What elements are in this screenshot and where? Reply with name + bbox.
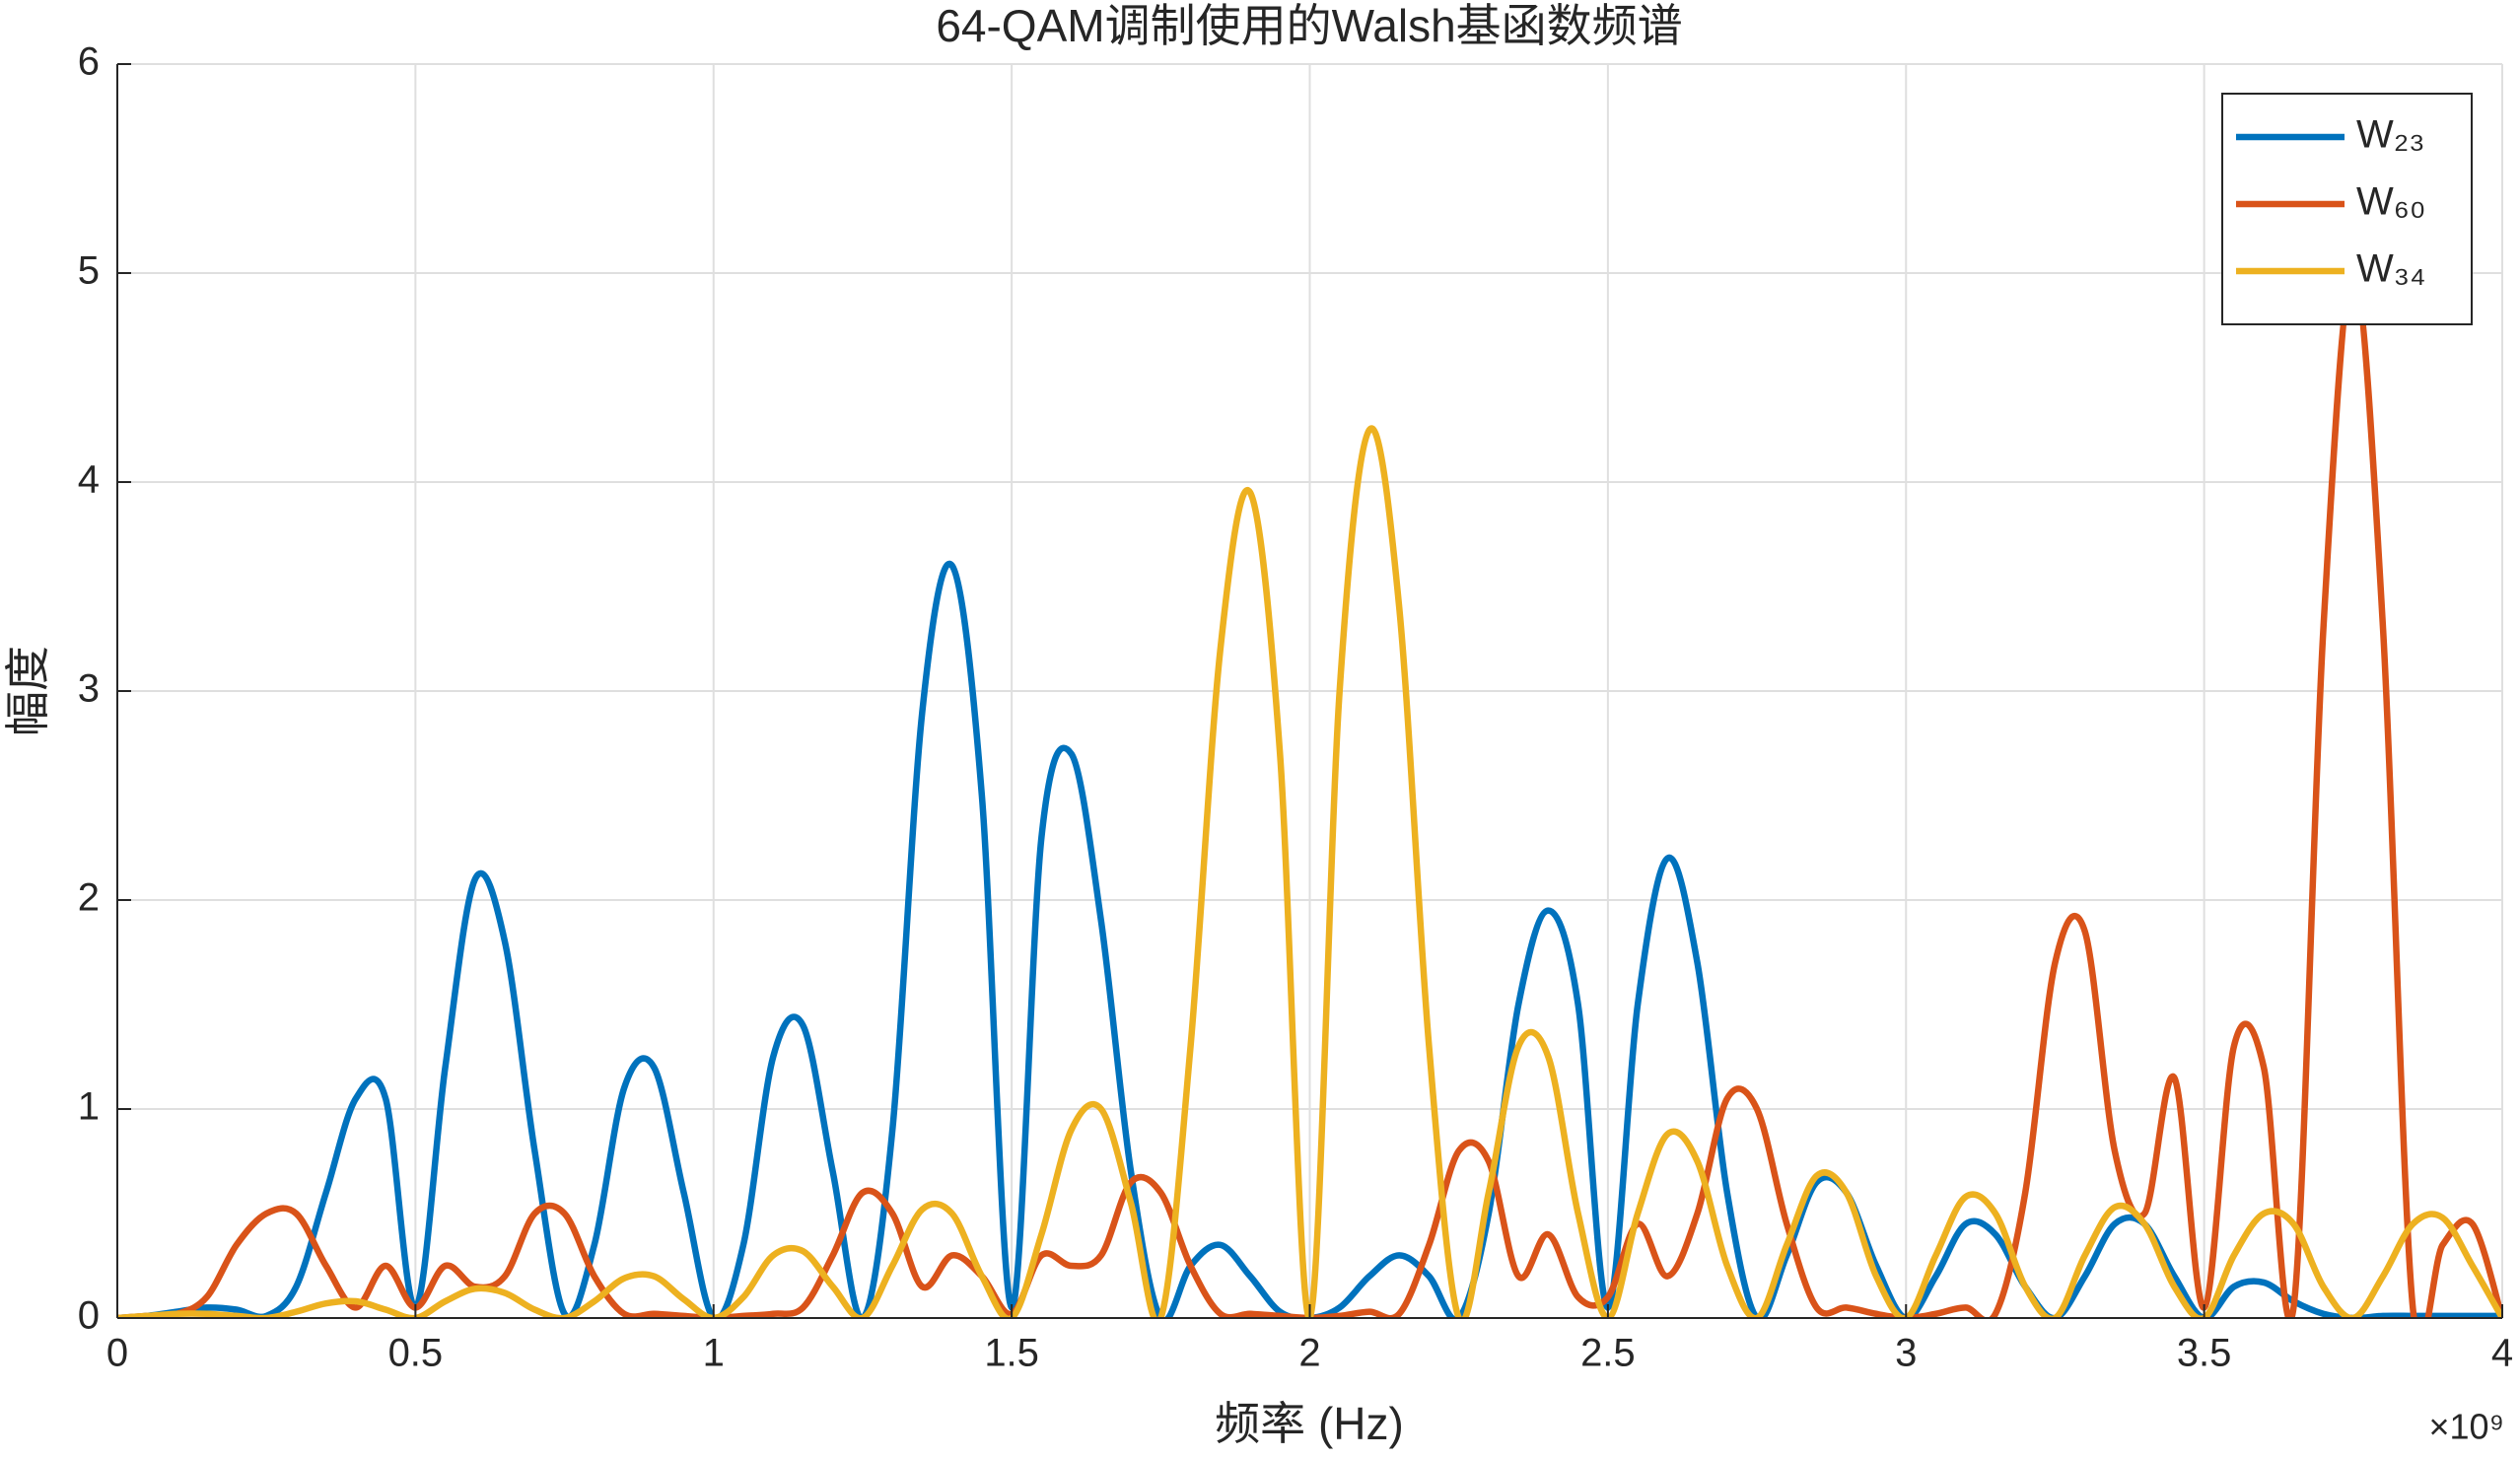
x-tick-label: 2.5 [1580, 1332, 1636, 1375]
x-axis-label: 频率 (Hz) [1215, 1398, 1404, 1449]
x-tick-label: 1 [703, 1332, 725, 1375]
legend-label: W₆₀ [2356, 180, 2426, 224]
x-tick-label: 3 [1895, 1332, 1917, 1375]
series-line [117, 560, 2502, 1318]
axes: 0 0.5 1 1.5 2 2.5 3 3.5 4 0 1 2 3 4 5 6 [78, 40, 2513, 1375]
x-tick-label: 0 [106, 1332, 128, 1375]
y-tick-label: 3 [78, 667, 100, 711]
y-tick-label: 5 [78, 249, 100, 293]
series-line [117, 269, 2502, 1318]
y-tick-label: 1 [78, 1085, 100, 1129]
x-exponent-label: ×10⁹ [2429, 1407, 2504, 1447]
y-axis-label: 幅度 [2, 646, 53, 736]
plot-area [117, 269, 2502, 1318]
y-tick-label: 6 [78, 40, 100, 84]
legend-box [2221, 93, 2473, 325]
x-tick-label: 0.5 [388, 1332, 444, 1375]
x-tick-label: 3.5 [2177, 1332, 2232, 1375]
series-line [117, 425, 2502, 1318]
legend-label: W₂₃ [2356, 113, 2425, 157]
y-tick-label: 0 [78, 1294, 100, 1338]
y-tick-label: 4 [78, 458, 100, 502]
legend: W₂₃ W₆₀ W₃₄ [2221, 93, 2473, 325]
x-tick-label: 4 [2491, 1332, 2513, 1375]
y-tick-label: 2 [78, 876, 100, 920]
x-tick-label: 1.5 [984, 1332, 1039, 1375]
legend-label: W₃₄ [2356, 247, 2425, 291]
chart-title: 64-QAM调制使用的Walsh基函数频谱 [936, 0, 1682, 51]
x-tick-label: 2 [1298, 1332, 1320, 1375]
